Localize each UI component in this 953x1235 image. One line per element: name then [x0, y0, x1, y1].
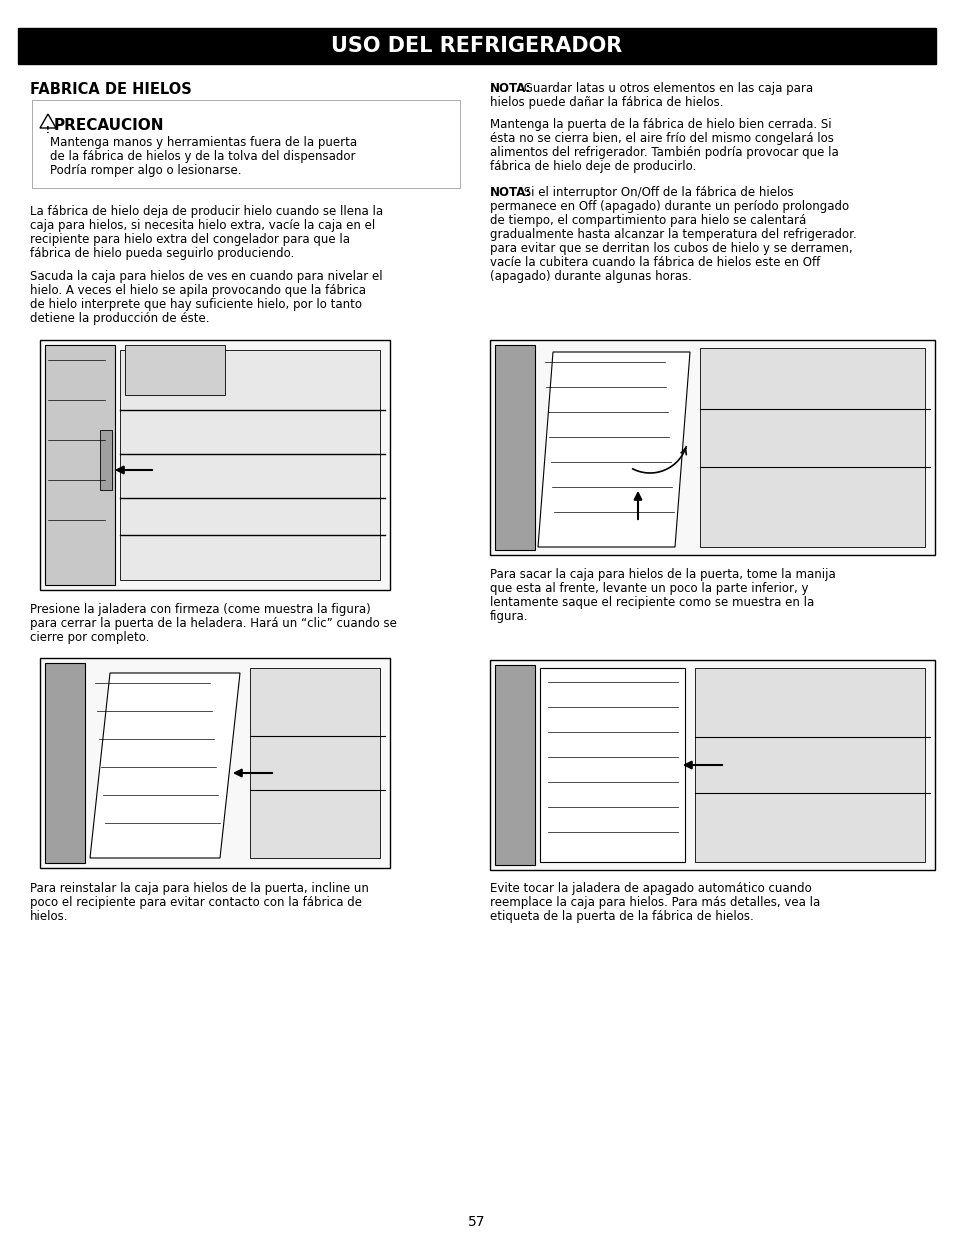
Text: ésta no se cierra bien, el aire frío del mismo congelará los: ésta no se cierra bien, el aire frío del… — [490, 132, 833, 144]
Bar — [120, 350, 379, 580]
Text: Mantenga la puerta de la fábrica de hielo bien cerrada. Si: Mantenga la puerta de la fábrica de hiel… — [490, 119, 831, 131]
Text: lentamente saque el recipiente como se muestra en la: lentamente saque el recipiente como se m… — [490, 597, 814, 609]
Text: caja para hielos, si necesita hielo extra, vacíe la caja en el: caja para hielos, si necesita hielo extr… — [30, 219, 375, 232]
Text: hielos puede dañar la fábrica de hielos.: hielos puede dañar la fábrica de hielos. — [490, 96, 722, 109]
Text: gradualmente hasta alcanzar la temperatura del refrigerador.: gradualmente hasta alcanzar la temperatu… — [490, 228, 856, 241]
Text: !: ! — [46, 126, 50, 135]
Bar — [45, 663, 85, 863]
Bar — [32, 100, 459, 188]
Text: detiene la producción de éste.: detiene la producción de éste. — [30, 312, 210, 325]
Bar — [18, 28, 935, 64]
Text: NOTA:: NOTA: — [490, 82, 531, 95]
Text: Mantenga manos y herramientas fuera de la puerta: Mantenga manos y herramientas fuera de l… — [50, 136, 356, 149]
Polygon shape — [90, 673, 240, 858]
Text: figura.: figura. — [490, 610, 528, 622]
Text: de la fábrica de hielos y de la tolva del dispensador: de la fábrica de hielos y de la tolva de… — [50, 149, 355, 163]
Text: vacíe la cubitera cuando la fábrica de hielos este en Off: vacíe la cubitera cuando la fábrica de h… — [490, 256, 820, 269]
Bar — [45, 345, 115, 585]
Text: Podría romper algo o lesionarse.: Podría romper algo o lesionarse. — [50, 164, 241, 177]
Text: fábrica de hielo deje de producirlo.: fábrica de hielo deje de producirlo. — [490, 161, 696, 173]
Text: cierre por completo.: cierre por completo. — [30, 631, 150, 643]
Text: Para reinstalar la caja para hielos de la puerta, incline un: Para reinstalar la caja para hielos de l… — [30, 882, 369, 895]
Bar — [695, 668, 924, 862]
Text: para cerrar la puerta de la heladera. Hará un “clic” cuando se: para cerrar la puerta de la heladera. Ha… — [30, 618, 396, 630]
Text: de tiempo, el compartimiento para hielo se calentará: de tiempo, el compartimiento para hielo … — [490, 214, 805, 227]
Text: reemplace la caja para hielos. Para más detalles, vea la: reemplace la caja para hielos. Para más … — [490, 897, 820, 909]
Text: recipiente para hielo extra del congelador para que la: recipiente para hielo extra del congelad… — [30, 233, 350, 246]
Bar — [495, 345, 535, 550]
Text: Guardar latas u otros elementos en las caja para: Guardar latas u otros elementos en las c… — [519, 82, 812, 95]
Text: NOTA:: NOTA: — [490, 186, 531, 199]
Text: FABRICA DE HIELOS: FABRICA DE HIELOS — [30, 82, 192, 98]
Bar — [125, 345, 225, 395]
Text: Para sacar la caja para hielos de la puerta, tome la manija: Para sacar la caja para hielos de la pue… — [490, 568, 835, 580]
Text: fábrica de hielo pueda seguirlo produciendo.: fábrica de hielo pueda seguirlo producie… — [30, 247, 294, 261]
Polygon shape — [537, 352, 689, 547]
Bar — [490, 659, 934, 869]
Text: Presione la jaladera con firmeza (come muestra la figura): Presione la jaladera con firmeza (come m… — [30, 603, 371, 616]
Bar — [539, 668, 684, 862]
Bar — [40, 658, 390, 868]
Text: para evitar que se derritan los cubos de hielo y se derramen,: para evitar que se derritan los cubos de… — [490, 242, 852, 254]
Text: 57: 57 — [468, 1215, 485, 1229]
Text: de hielo interprete que hay suficiente hielo, por lo tanto: de hielo interprete que hay suficiente h… — [30, 298, 361, 311]
Text: etiqueta de la puerta de la fábrica de hielos.: etiqueta de la puerta de la fábrica de h… — [490, 910, 753, 923]
Bar — [495, 664, 535, 864]
Text: que esta al frente, levante un poco la parte inferior, y: que esta al frente, levante un poco la p… — [490, 582, 807, 595]
Text: La fábrica de hielo deja de producir hielo cuando se llena la: La fábrica de hielo deja de producir hie… — [30, 205, 383, 219]
Text: PRECAUCION: PRECAUCION — [54, 119, 164, 133]
Text: permanece en Off (apagado) durante un período prolongado: permanece en Off (apagado) durante un pe… — [490, 200, 848, 212]
Bar — [100, 430, 112, 490]
Text: poco el recipiente para evitar contacto con la fábrica de: poco el recipiente para evitar contacto … — [30, 897, 361, 909]
Bar — [700, 348, 924, 547]
Text: Si el interruptor On/Off de la fábrica de hielos: Si el interruptor On/Off de la fábrica d… — [519, 186, 793, 199]
Text: hielo. A veces el hielo se apila provocando que la fábrica: hielo. A veces el hielo se apila provoca… — [30, 284, 366, 296]
Bar — [40, 340, 390, 590]
Text: (apagado) durante algunas horas.: (apagado) durante algunas horas. — [490, 270, 691, 283]
Text: Evite tocar la jaladera de apagado automático cuando: Evite tocar la jaladera de apagado autom… — [490, 882, 811, 895]
Text: alimentos del refrigerador. También podría provocar que la: alimentos del refrigerador. También podr… — [490, 146, 838, 159]
Text: USO DEL REFRIGERADOR: USO DEL REFRIGERADOR — [331, 36, 622, 56]
Text: Sacuda la caja para hielos de ves en cuando para nivelar el: Sacuda la caja para hielos de ves en cua… — [30, 270, 382, 283]
Bar — [250, 668, 379, 858]
Bar — [490, 340, 934, 555]
Text: hielos.: hielos. — [30, 910, 69, 923]
